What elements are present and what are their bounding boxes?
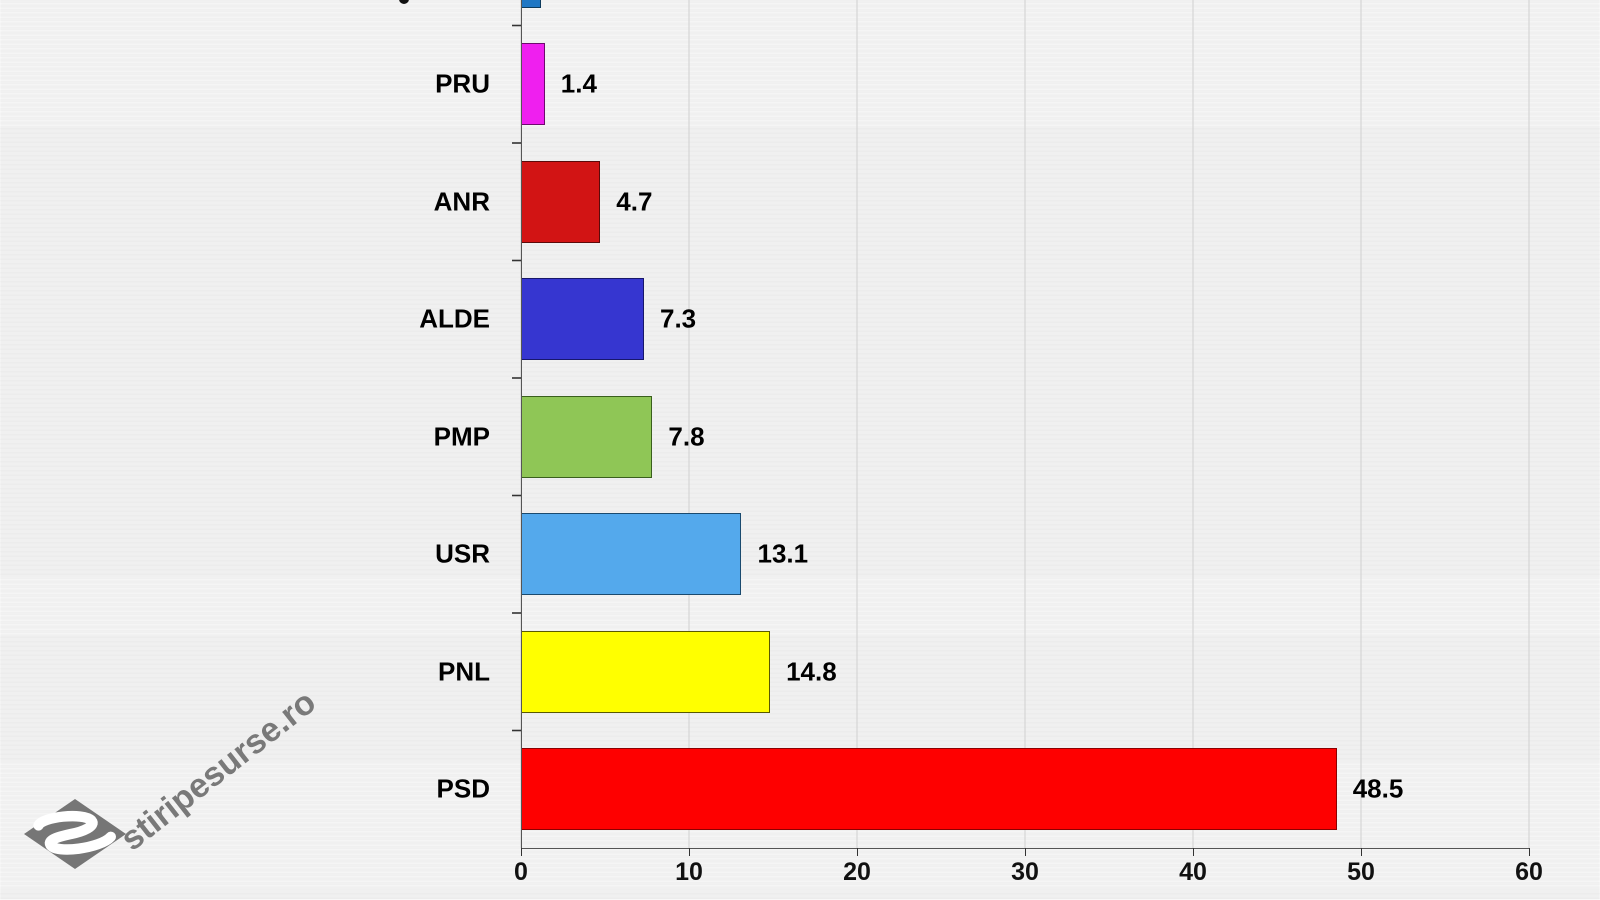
svg-text:stiripesurse.ro: stiripesurse.ro — [114, 683, 324, 858]
